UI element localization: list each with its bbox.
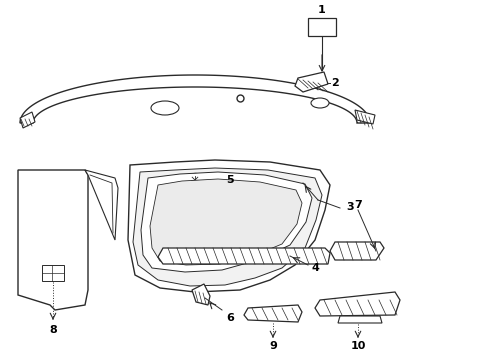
Bar: [308, 18, 336, 36]
Polygon shape: [315, 292, 400, 316]
Polygon shape: [141, 172, 312, 272]
Text: 3: 3: [346, 202, 354, 212]
Text: 8: 8: [49, 325, 57, 335]
Polygon shape: [244, 305, 302, 322]
Polygon shape: [133, 168, 322, 286]
Text: 6: 6: [226, 313, 234, 323]
Text: 10: 10: [350, 341, 366, 351]
Polygon shape: [338, 316, 382, 323]
Polygon shape: [355, 110, 375, 124]
Ellipse shape: [151, 101, 179, 115]
Polygon shape: [192, 284, 210, 305]
Polygon shape: [295, 72, 328, 92]
Polygon shape: [158, 248, 330, 264]
Polygon shape: [128, 160, 330, 292]
Polygon shape: [330, 242, 384, 260]
Text: 4: 4: [311, 263, 319, 273]
Text: 1: 1: [318, 5, 326, 15]
Polygon shape: [20, 75, 370, 123]
Bar: [42, 265, 64, 281]
Polygon shape: [85, 170, 118, 240]
Polygon shape: [150, 179, 302, 265]
Polygon shape: [18, 170, 88, 310]
Text: 2: 2: [331, 78, 339, 88]
Text: 5: 5: [226, 175, 234, 185]
Text: 9: 9: [269, 341, 277, 351]
Ellipse shape: [311, 98, 329, 108]
Polygon shape: [20, 112, 35, 128]
Text: 7: 7: [354, 200, 362, 210]
